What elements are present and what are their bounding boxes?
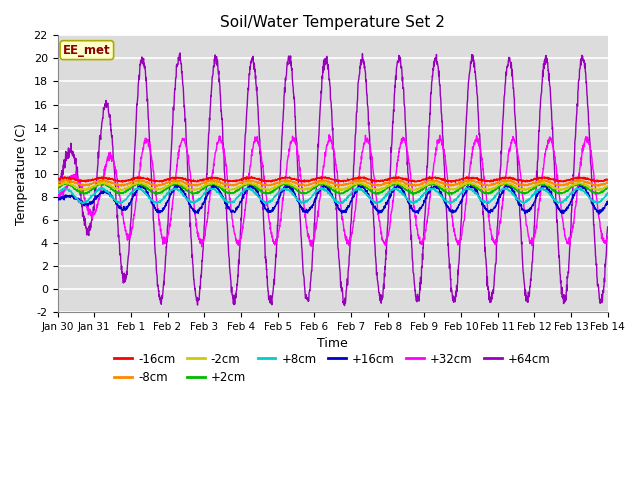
Title: Soil/Water Temperature Set 2: Soil/Water Temperature Set 2 xyxy=(220,15,445,30)
X-axis label: Time: Time xyxy=(317,337,348,350)
Y-axis label: Temperature (C): Temperature (C) xyxy=(15,123,28,225)
Legend: -16cm, -8cm, -2cm, +2cm, +8cm, +16cm, +32cm, +64cm: -16cm, -8cm, -2cm, +2cm, +8cm, +16cm, +3… xyxy=(109,348,556,389)
Text: EE_met: EE_met xyxy=(63,44,111,57)
